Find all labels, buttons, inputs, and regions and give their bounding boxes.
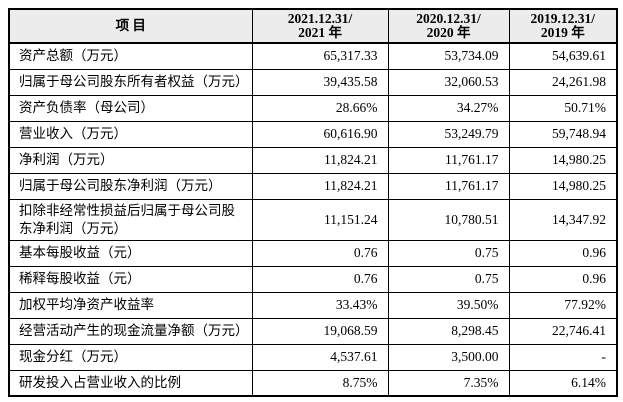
value-2020: 11,761.17	[387, 172, 510, 200]
value-2019: 14,980.25	[508, 146, 618, 174]
table-row-debt-ratio: 资产负债率（母公司） 28.66% 34.27% 50.71%	[8, 94, 618, 122]
row-label: 扣除非经常性损益后归属于母公司股东净利润（万元）	[8, 198, 253, 241]
value-2020: 53,734.09	[387, 42, 510, 70]
value-2019: 6.14%	[508, 369, 618, 397]
value-2019: 77.92%	[508, 291, 618, 319]
value-2020: 34.27%	[387, 94, 510, 122]
value-2021: 11,824.21	[251, 146, 389, 174]
value-2021: 28.66%	[251, 94, 389, 122]
row-label: 经营活动产生的现金流量净额（万元）	[8, 317, 253, 345]
column-header-2021: 2021.12.31/ 2021 年	[251, 8, 389, 44]
table-header: 项 目 2021.12.31/ 2021 年 2020.12.31/ 2020 …	[8, 8, 618, 44]
row-label: 现金分红（万元）	[8, 343, 253, 371]
value-2019: 50.71%	[508, 94, 618, 122]
header-date-2020: 2020.12.31/	[416, 11, 481, 26]
header-row: 项 目 2021.12.31/ 2021 年 2020.12.31/ 2020 …	[8, 8, 618, 44]
header-year-2019: 2019 年	[540, 25, 585, 40]
value-2019: 0.96	[508, 239, 618, 267]
value-2020: 8,298.45	[387, 317, 510, 345]
header-year-2021: 2021 年	[298, 25, 342, 40]
value-2019: -	[508, 343, 618, 371]
header-year-2020: 2020 年	[426, 25, 471, 40]
value-2019: 59,748.94	[508, 120, 618, 148]
value-2020: 53,249.79	[387, 120, 510, 148]
table-row-deducted-net-profit: 扣除非经常性损益后归属于母公司股东净利润（万元） 11,151.24 10,78…	[8, 198, 618, 241]
value-2020: 0.75	[387, 265, 510, 293]
header-date-2019: 2019.12.31/	[530, 11, 595, 26]
value-2020: 39.50%	[387, 291, 510, 319]
table-row-parent-equity: 归属于母公司股东所有者权益（万元） 39,435.58 32,060.53 24…	[8, 68, 618, 96]
row-label: 资产总额（万元）	[8, 42, 253, 70]
row-label: 营业收入（万元）	[8, 120, 253, 148]
row-label: 稀释每股收益（元）	[8, 265, 253, 293]
value-2021: 65,317.33	[251, 42, 389, 70]
value-2020: 0.75	[387, 239, 510, 267]
value-2020: 10,780.51	[387, 198, 510, 241]
row-label: 资产负债率（母公司）	[8, 94, 253, 122]
value-2021: 33.43%	[251, 291, 389, 319]
value-2020: 3,500.00	[387, 343, 510, 371]
column-header-2020: 2020.12.31/ 2020 年	[387, 8, 510, 44]
value-2019: 22,746.41	[508, 317, 618, 345]
column-header-item: 项 目	[8, 8, 253, 44]
table-row-basic-eps: 基本每股收益（元） 0.76 0.75 0.96	[8, 239, 618, 267]
value-2019: 24,261.98	[508, 68, 618, 96]
value-2021: 4,537.61	[251, 343, 389, 371]
value-2019: 0.96	[508, 265, 618, 293]
table-row-operating-cash-flow: 经营活动产生的现金流量净额（万元） 19,068.59 8,298.45 22,…	[8, 317, 618, 345]
table-row-total-assets: 资产总额（万元） 65,317.33 53,734.09 54,639.61	[8, 42, 618, 70]
row-label: 净利润（万元）	[8, 146, 253, 174]
table-row-weighted-roe: 加权平均净资产收益率 33.43% 39.50% 77.92%	[8, 291, 618, 319]
value-2019: 54,639.61	[508, 42, 618, 70]
table-row-revenue: 营业收入（万元） 60,616.90 53,249.79 59,748.94	[8, 120, 618, 148]
value-2021: 0.76	[251, 265, 389, 293]
value-2021: 19,068.59	[251, 317, 389, 345]
value-2021: 0.76	[251, 239, 389, 267]
value-2021: 39,435.58	[251, 68, 389, 96]
table-row-parent-net-profit: 归属于母公司股东净利润（万元） 11,824.21 11,761.17 14,9…	[8, 172, 618, 200]
row-label: 归属于母公司股东所有者权益（万元）	[8, 68, 253, 96]
value-2020: 7.35%	[387, 369, 510, 397]
value-2021: 11,151.24	[251, 198, 389, 241]
row-label: 研发投入占营业收入的比例	[8, 369, 253, 397]
value-2021: 60,616.90	[251, 120, 389, 148]
row-label: 归属于母公司股东净利润（万元）	[8, 172, 253, 200]
value-2019: 14,347.92	[508, 198, 618, 241]
table-row-cash-dividend: 现金分红（万元） 4,537.61 3,500.00 -	[8, 343, 618, 371]
value-2020: 32,060.53	[387, 68, 510, 96]
table-body: 资产总额（万元） 65,317.33 53,734.09 54,639.61 归…	[8, 42, 618, 397]
value-2021: 11,824.21	[251, 172, 389, 200]
financial-summary-table: 项 目 2021.12.31/ 2021 年 2020.12.31/ 2020 …	[8, 8, 618, 397]
table-row-rd-ratio: 研发投入占营业收入的比例 8.75% 7.35% 6.14%	[8, 369, 618, 397]
table-row-net-profit: 净利润（万元） 11,824.21 11,761.17 14,980.25	[8, 146, 618, 174]
value-2021: 8.75%	[251, 369, 389, 397]
row-label: 加权平均净资产收益率	[8, 291, 253, 319]
table-row-diluted-eps: 稀释每股收益（元） 0.76 0.75 0.96	[8, 265, 618, 293]
column-header-2019: 2019.12.31/ 2019 年	[508, 8, 618, 44]
value-2020: 11,761.17	[387, 146, 510, 174]
header-date-2021: 2021.12.31/	[287, 11, 353, 26]
row-label: 基本每股收益（元）	[8, 239, 253, 267]
value-2019: 14,980.25	[508, 172, 618, 200]
